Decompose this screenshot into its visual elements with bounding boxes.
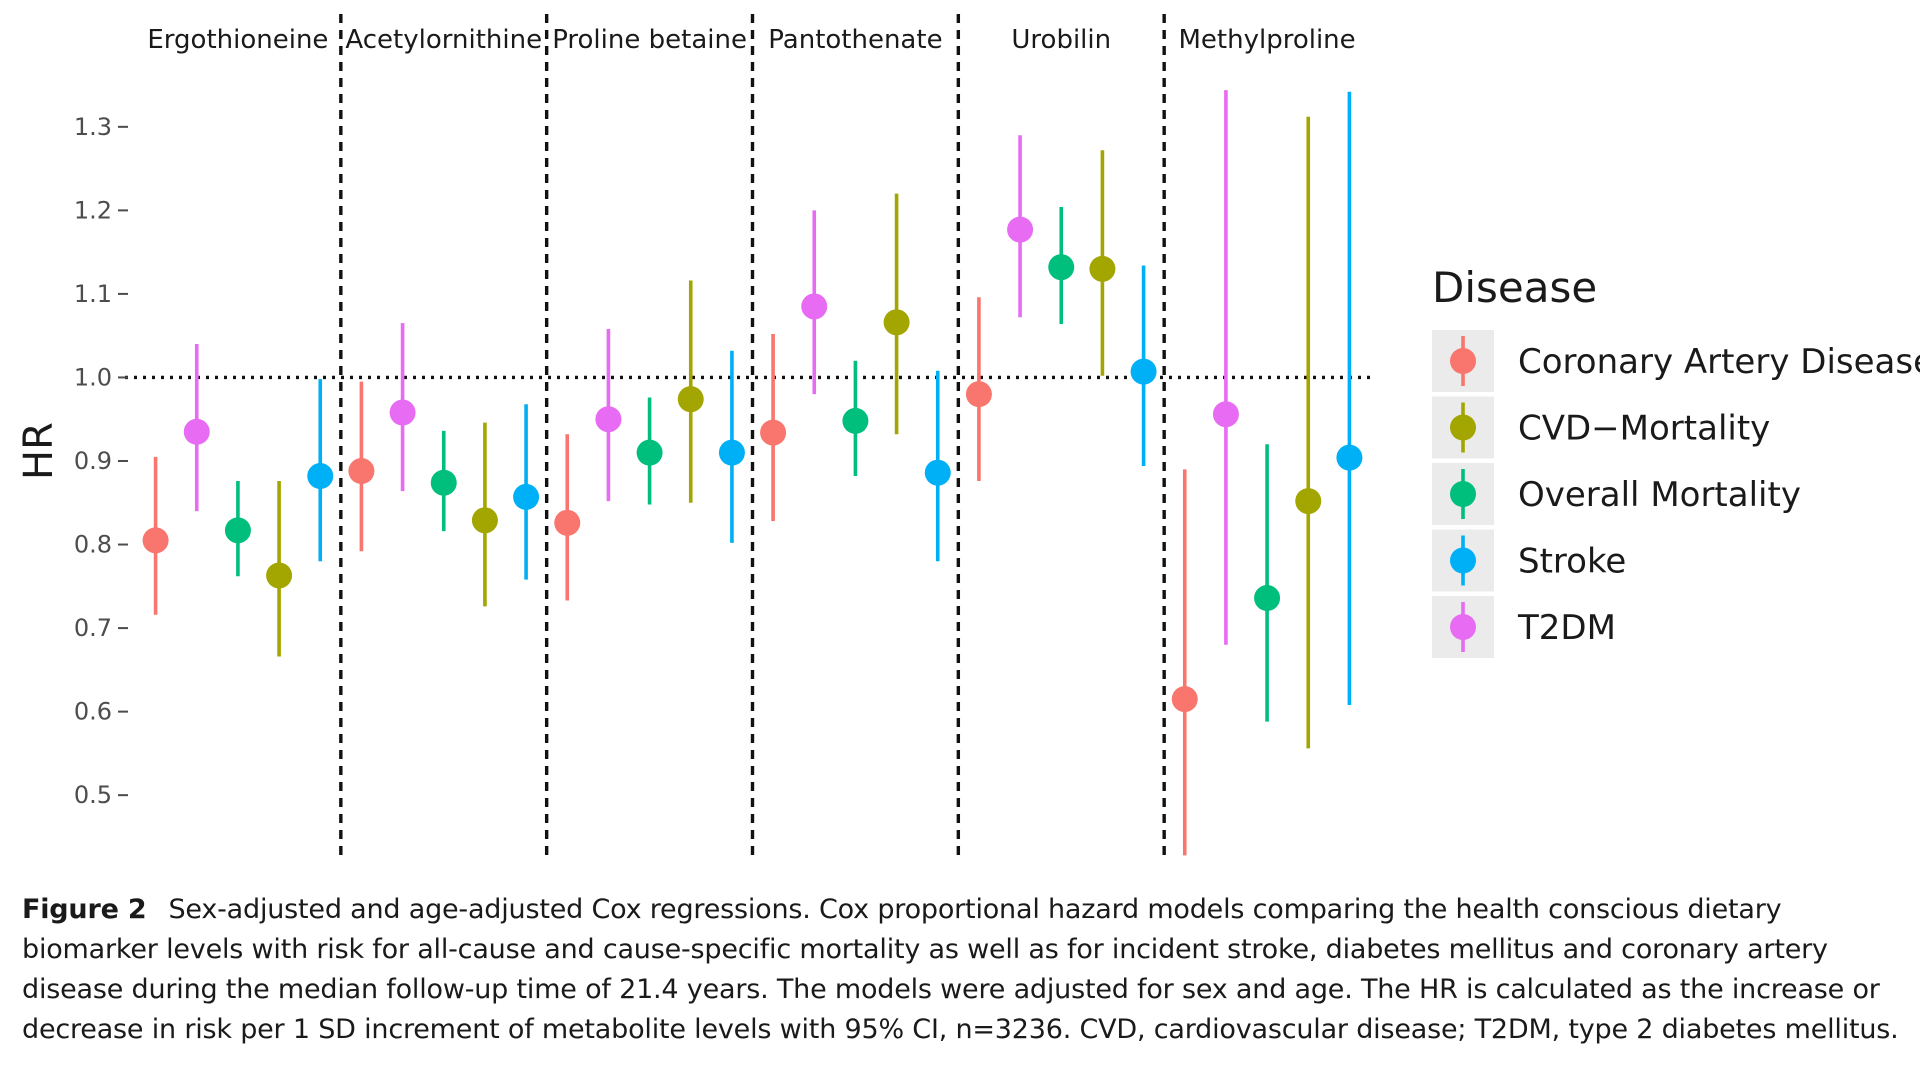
- hr-point: [1007, 216, 1034, 243]
- legend-key-point: [1450, 348, 1476, 374]
- hr-point: [142, 527, 169, 554]
- hazard-ratio-chart: Ergothioneine Acetylornithine Proline beta…: [16, 14, 1920, 862]
- hr-point: [266, 562, 293, 589]
- facet-label: Proline betaine: [552, 25, 747, 55]
- legend-key-point: [1450, 547, 1476, 574]
- hr-point: [801, 293, 828, 320]
- hr-point: [183, 418, 210, 445]
- legend-item: CVD−Mortality: [1432, 396, 1770, 459]
- hr-point: [1130, 358, 1157, 385]
- y-axis-label: HR: [16, 422, 62, 480]
- y-tick-label: 0.6: [74, 698, 112, 726]
- legend-label: T2DM: [1517, 608, 1616, 648]
- legend-item: Stroke: [1432, 529, 1626, 592]
- facet-label: Methylproline: [1178, 25, 1355, 55]
- y-tick-label: 1.2: [74, 196, 112, 224]
- hr-point: [636, 439, 663, 466]
- legend-title: Disease: [1432, 263, 1597, 312]
- hr-point: [430, 469, 457, 496]
- facet-dividers: [339, 14, 1166, 862]
- hr-point: [224, 517, 251, 544]
- y-tick-label: 0.5: [74, 781, 112, 809]
- legend-label: CVD−Mortality: [1518, 409, 1770, 449]
- facet-label: Ergothioneine: [147, 25, 328, 55]
- legend-key-point: [1450, 614, 1476, 640]
- hr-point: [1171, 686, 1198, 713]
- legend-label: Coronary Artery Disease: [1518, 342, 1920, 382]
- hr-point: [389, 399, 416, 426]
- hr-point: [554, 509, 581, 536]
- hr-point: [842, 407, 869, 434]
- hr-point: [924, 459, 951, 486]
- figure-caption: Figure 2 Sex-adjusted and age-adjusted Co…: [22, 890, 1902, 1050]
- y-tick-label: 1.0: [74, 363, 112, 391]
- legend-key-point: [1450, 481, 1476, 507]
- y-tick-label: 0.7: [74, 614, 112, 642]
- facet-label: Pantothenate: [768, 25, 942, 55]
- caption-label: Figure 2: [22, 894, 147, 925]
- legend-label: Stroke: [1518, 542, 1626, 582]
- y-tick-label: 0.9: [74, 447, 112, 475]
- hr-point: [965, 381, 992, 408]
- y-tick-label: 0.8: [74, 531, 112, 559]
- facet-label: Acetylornithine: [345, 25, 542, 55]
- hr-point: [677, 386, 704, 413]
- legend: Disease Coronary Artery Disease CVD−Mortal…: [1432, 263, 1920, 658]
- legend-item: Overall Mortality: [1432, 463, 1801, 525]
- hr-point: [595, 406, 622, 433]
- hr-point: [307, 463, 334, 490]
- hr-point: [1089, 255, 1116, 282]
- legend-key-point: [1450, 414, 1476, 441]
- facet-labels: Ergothioneine Acetylornithine Proline beta…: [147, 25, 1355, 55]
- caption-text: Sex-adjusted and age-adjusted Cox regres…: [22, 894, 1899, 1045]
- y-tick-label: 1.1: [74, 280, 112, 308]
- hr-point: [718, 439, 745, 466]
- hr-point: [1048, 254, 1075, 281]
- data-points: [142, 90, 1363, 856]
- legend-label: Overall Mortality: [1518, 475, 1801, 515]
- y-axis: 0.5 0.6 0.7 0.8 0.9 1.0 1.1 1.2 1.3 HR: [16, 113, 128, 809]
- hr-point: [1295, 488, 1322, 515]
- hr-point: [513, 483, 540, 510]
- hr-point: [348, 458, 375, 485]
- hr-point: [760, 419, 787, 446]
- hr-point: [1336, 444, 1363, 471]
- facet-label: Urobilin: [1011, 25, 1111, 55]
- hr-point: [1212, 401, 1239, 428]
- hr-point: [471, 507, 498, 534]
- hr-point: [883, 309, 910, 336]
- legend-item: Coronary Artery Disease: [1432, 330, 1920, 392]
- legend-item: T2DM: [1432, 596, 1616, 658]
- y-tick-label: 1.3: [74, 113, 112, 141]
- hr-point: [1254, 585, 1281, 612]
